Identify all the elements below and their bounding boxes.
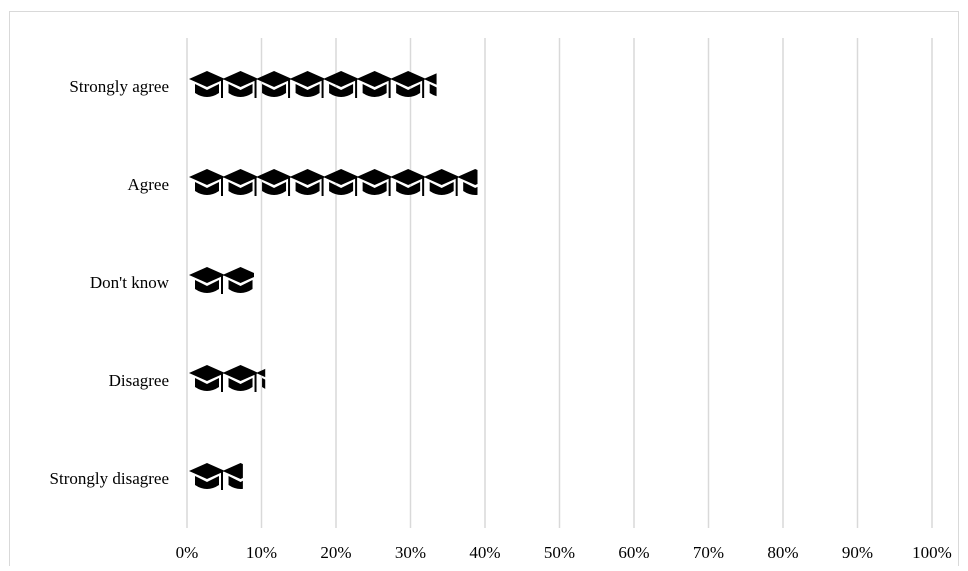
category-label: Strongly agree [69,77,169,96]
graduation-cap-icon [457,169,478,196]
y-axis-category-labels: Strongly agree Agree Don't know Disagree Str… [50,77,170,488]
graduation-cap-icon [222,365,259,392]
x-axis-tick-labels: 0% 10% 20% 30% 40% 50% 60% 70% 80% 90% 100% [176,543,952,562]
x-tick-label: 100% [912,543,952,562]
graduation-cap-icon [289,169,326,196]
graduation-cap-icon [423,71,437,98]
x-tick-label: 30% [395,543,426,562]
x-tick-label: 10% [246,543,277,562]
graduation-cap-icon [189,365,225,392]
graduation-cap-icon [323,169,360,196]
graduation-cap-icon [189,169,225,196]
chart-frame [9,11,959,566]
graduation-cap-icon [222,463,243,490]
graduation-cap-icon [189,71,225,98]
graduation-cap-icon [222,169,259,196]
x-tick-label: 0% [176,543,199,562]
pictogram-bars [189,71,478,490]
graduation-cap-icon [390,169,427,196]
graduation-cap-icon [423,169,460,196]
grid-layer [186,38,933,528]
graduation-cap-icon [356,169,393,196]
graduation-cap-icon [189,463,225,490]
category-label: Disagree [109,371,169,390]
graduation-cap-icon [289,71,326,98]
graduation-cap-icon [390,71,427,98]
graduation-cap-icon [222,71,259,98]
graduation-cap-icon [323,71,360,98]
graduation-cap-icon [222,267,255,294]
pictogram-bar [189,71,437,98]
graduation-cap-icon [189,267,225,294]
pictogram-bar [189,267,255,294]
x-tick-label: 60% [618,543,649,562]
pictogram-bar [189,365,266,392]
x-tick-label: 20% [320,543,351,562]
graduation-cap-icon [356,71,393,98]
category-label: Strongly disagree [50,469,169,488]
category-label: Agree [127,175,169,194]
x-tick-label: 80% [767,543,798,562]
pictogram-bar [189,169,478,196]
x-tick-label: 40% [469,543,500,562]
pictogram-bar [189,463,243,490]
x-tick-label: 50% [544,543,575,562]
category-label: Don't know [90,273,170,292]
x-tick-label: 70% [693,543,724,562]
x-tick-label: 90% [842,543,873,562]
